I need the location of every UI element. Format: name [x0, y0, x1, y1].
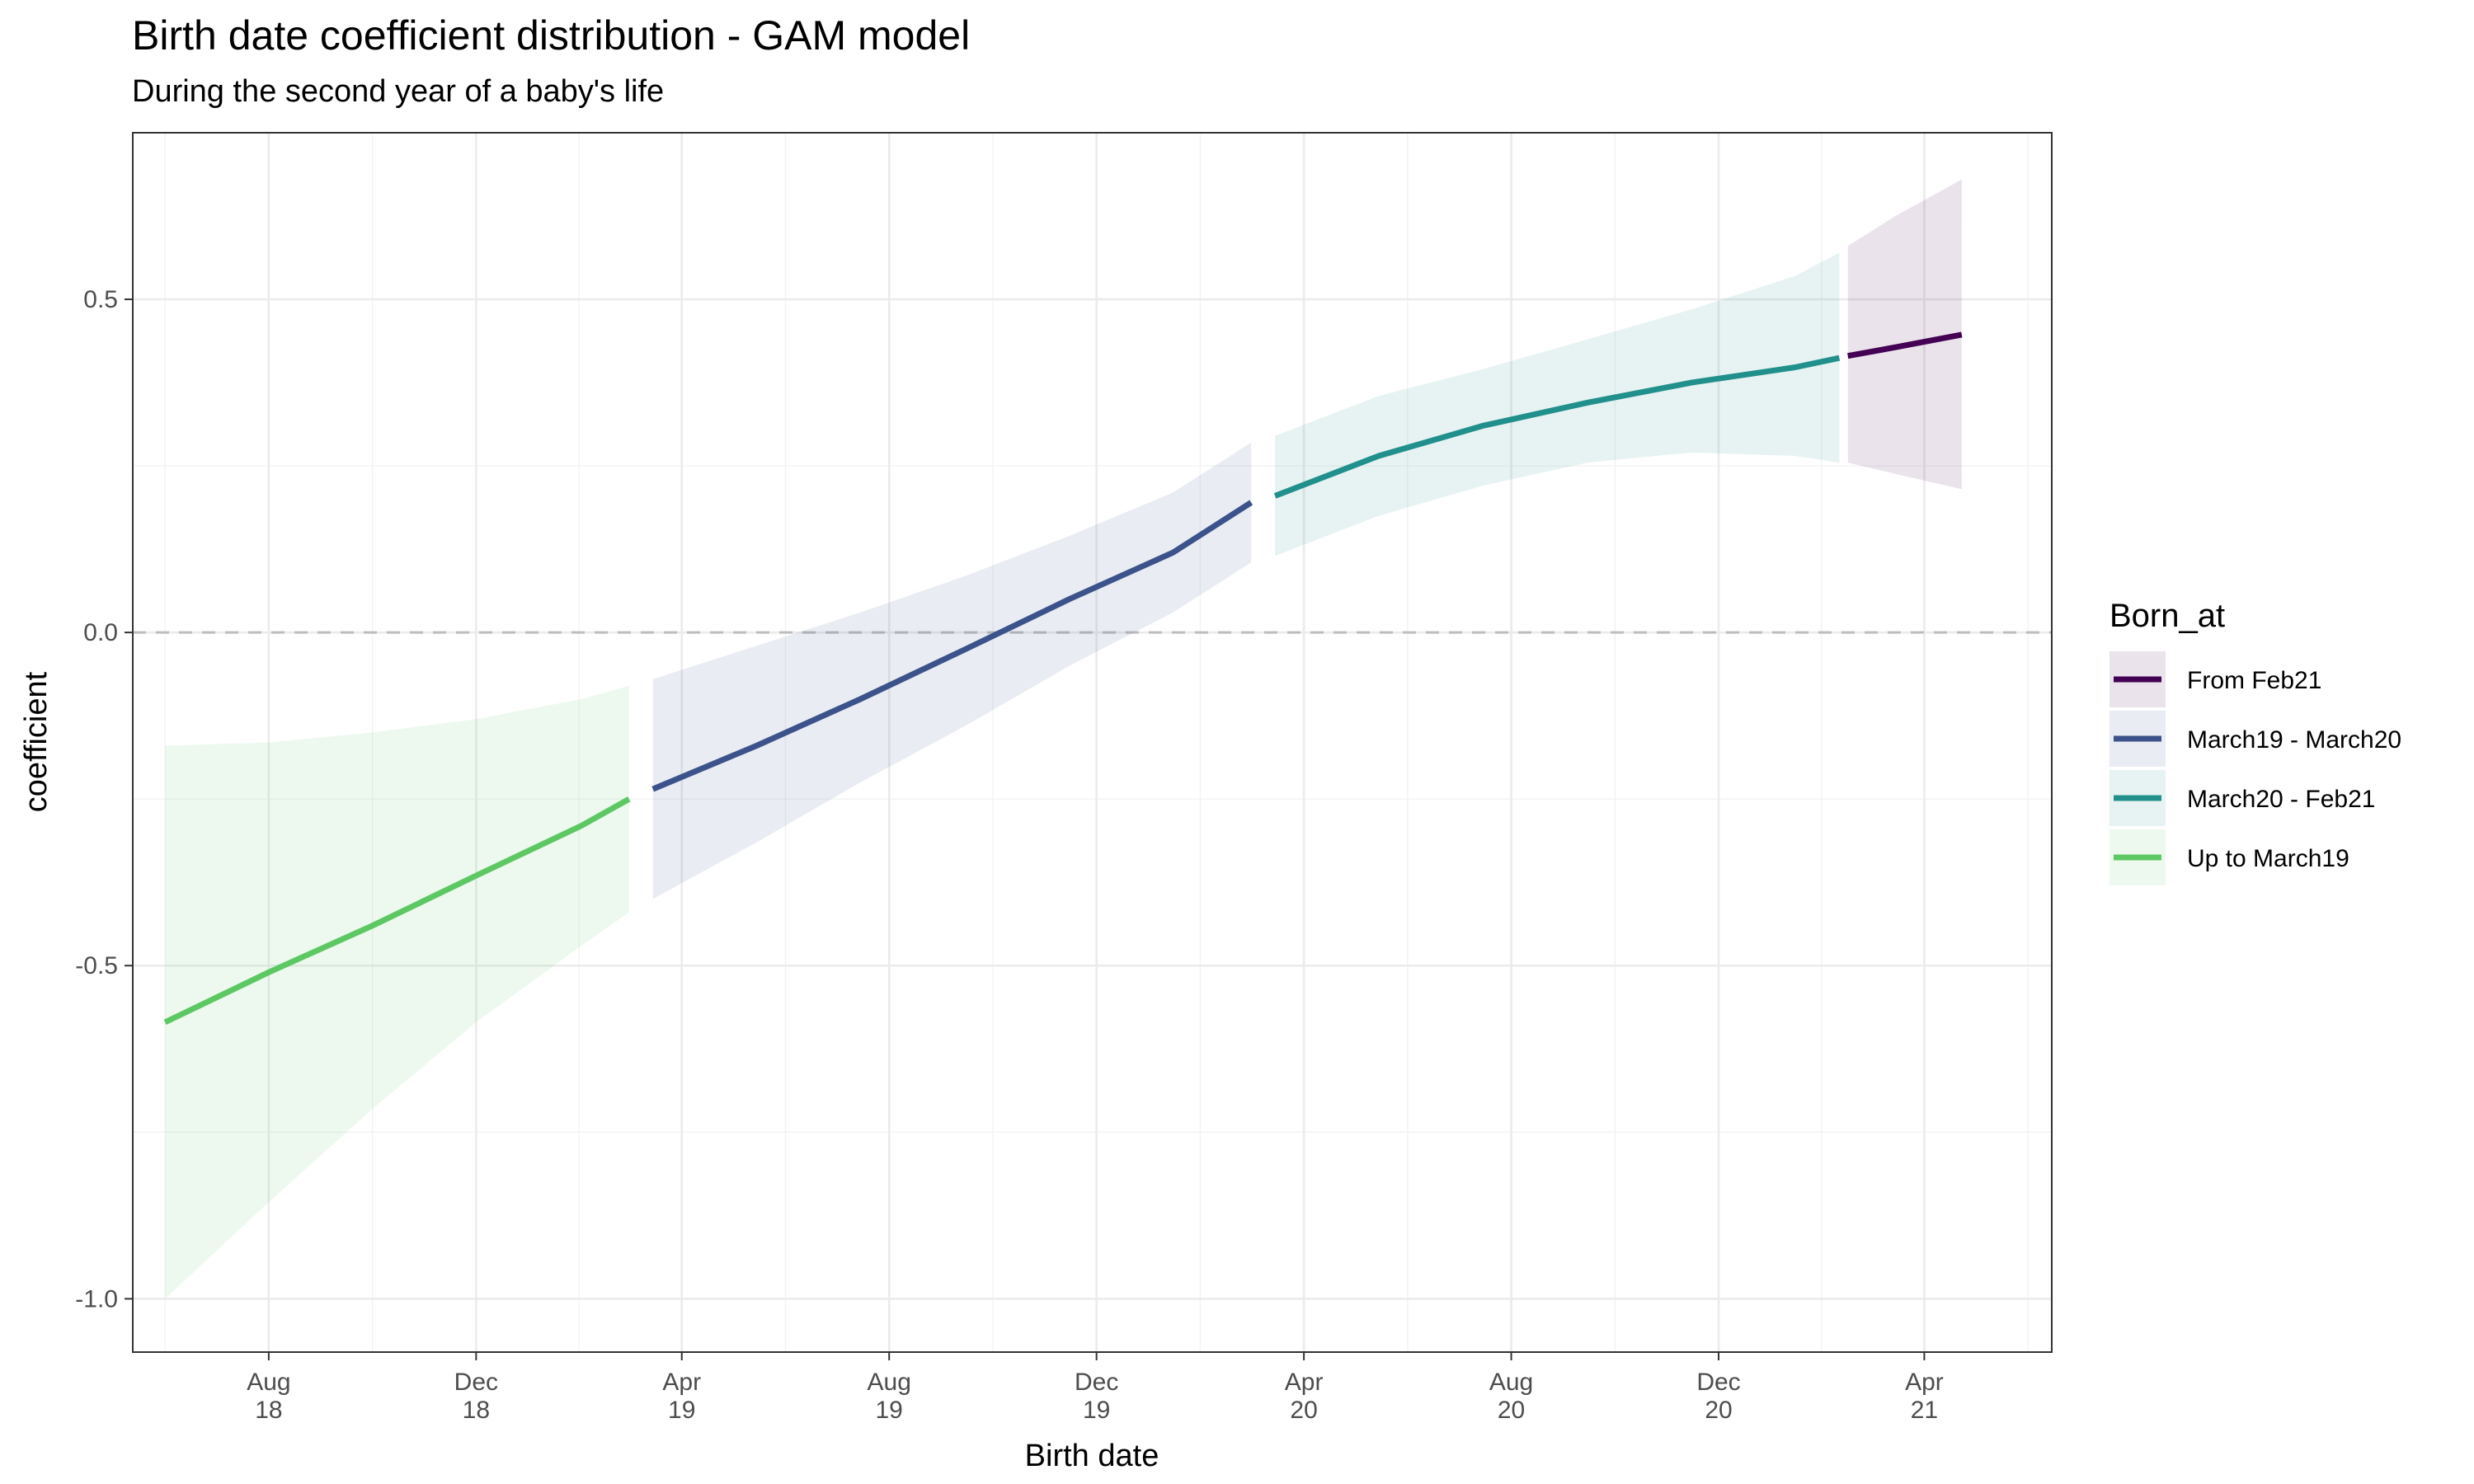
y-tick-label: 0.0	[83, 619, 118, 646]
x-tick-label-month: Apr	[1905, 1369, 1944, 1396]
x-tick-label-year: 18	[255, 1397, 282, 1424]
ribbon-march20-feb21	[1275, 252, 1840, 556]
x-tick-label-month: Dec	[1075, 1369, 1118, 1396]
x-tick-label-year: 19	[1083, 1397, 1110, 1424]
x-tick-label-year: 21	[1911, 1397, 1938, 1424]
plot-panel-background	[133, 133, 2052, 1352]
x-tick-label-month: Apr	[662, 1369, 701, 1396]
y-tick-label: -1.0	[75, 1285, 118, 1313]
x-tick-label-year: 20	[1705, 1397, 1732, 1424]
y-axis: -1.0 -0.5 0.0 0.5	[75, 286, 133, 1313]
x-axis-title: Birth date	[1025, 1439, 1159, 1473]
line-up-to-march19	[163, 796, 631, 1026]
x-tick-label-year: 18	[463, 1397, 490, 1424]
y-tick-label: -0.5	[75, 952, 118, 979]
line-from-feb21	[1847, 331, 1963, 359]
x-tick-label-year: 19	[876, 1397, 903, 1424]
x-tick-label-month: Apr	[1285, 1369, 1324, 1396]
x-tick-label-month: Aug	[1489, 1369, 1533, 1396]
x-tick-label-year: 19	[668, 1397, 695, 1424]
legend-title: Born_at	[2109, 598, 2225, 634]
ribbon-march19-march20	[652, 442, 1252, 899]
confidence-ribbons	[165, 179, 1962, 1299]
ribbon-from-feb21	[1847, 179, 1962, 490]
ribbon-up-to-march19	[165, 685, 629, 1299]
series-lines	[163, 331, 1963, 1026]
chart-subtitle: During the second year of a baby's life	[132, 74, 665, 109]
plot-panel-border	[132, 132, 2053, 1353]
x-tick-label-year: 20	[1498, 1397, 1525, 1424]
x-tick-label-month: Dec	[454, 1369, 498, 1396]
x-tick-label-month: Aug	[868, 1369, 911, 1396]
line-march20-feb21	[1273, 355, 1841, 499]
line-march19-march20	[651, 500, 1253, 792]
x-tick-label-month: Dec	[1696, 1369, 1740, 1396]
y-tick-label: 0.5	[83, 286, 118, 313]
legend-label: Up to March19	[2187, 845, 2349, 872]
legend-label: March20 - Feb21	[2187, 786, 2375, 813]
legend-label: March19 - March20	[2187, 726, 2401, 754]
minor-gridlines	[133, 133, 2052, 1352]
legend: Born_at From Feb21 March19 - March20 March2…	[2109, 598, 2401, 885]
legend-label: From Feb21	[2187, 667, 2321, 694]
x-tick-label-year: 20	[1290, 1397, 1317, 1424]
x-axis: Aug18Dec18Apr19Aug19Dec19Apr20Aug20Dec20…	[247, 1352, 1944, 1424]
y-axis-title: coefficient	[19, 671, 54, 812]
chart-title: Birth date coefficient distribution - GA…	[132, 12, 971, 59]
x-tick-label-month: Aug	[247, 1369, 290, 1396]
